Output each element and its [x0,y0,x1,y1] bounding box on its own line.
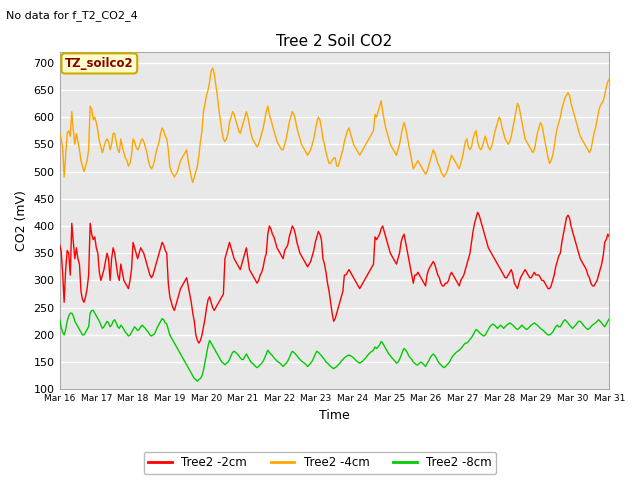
Text: No data for f_T2_CO2_4: No data for f_T2_CO2_4 [6,10,138,21]
Legend: Tree2 -2cm, Tree2 -4cm, Tree2 -8cm: Tree2 -2cm, Tree2 -4cm, Tree2 -8cm [143,452,497,474]
Title: Tree 2 Soil CO2: Tree 2 Soil CO2 [276,34,392,49]
Y-axis label: CO2 (mV): CO2 (mV) [15,190,28,251]
Text: TZ_soilco2: TZ_soilco2 [65,57,134,70]
X-axis label: Time: Time [319,409,350,422]
